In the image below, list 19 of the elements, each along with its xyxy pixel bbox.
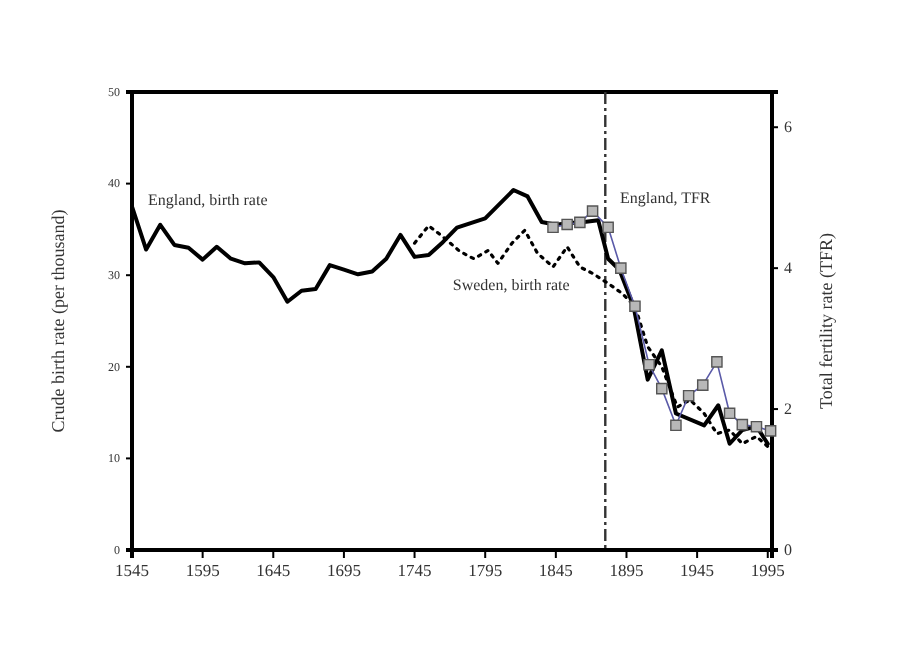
y2-tick-label: 2 [784, 400, 792, 419]
x-tick-label: 1745 [397, 560, 432, 581]
y2-tick-label: 4 [784, 259, 792, 278]
y2-tick-label: 0 [784, 541, 792, 560]
x-tick-label: 1895 [609, 560, 644, 581]
series-label: England, TFR [620, 189, 712, 208]
x-tick-label: 1995 [750, 560, 785, 581]
x-tick-label: 1545 [115, 560, 149, 581]
series-label: Sweden, birth rate [452, 276, 571, 295]
y2-axis-title: Total fertility rate (TFR) [816, 232, 836, 410]
x-tick-label: 1795 [468, 560, 503, 581]
x-tick-label: 1845 [538, 560, 573, 581]
series-label: England, birth rate [148, 190, 269, 209]
x-tick-label: 1695 [326, 560, 361, 581]
y2-tick-label: 6 [784, 118, 792, 137]
x-tick-label: 1595 [185, 560, 220, 581]
y-axis-title: Crude birth rate (per thousand) [48, 209, 68, 433]
x-tick-label: 1645 [256, 560, 291, 581]
x-tick-label: 1945 [680, 560, 715, 581]
